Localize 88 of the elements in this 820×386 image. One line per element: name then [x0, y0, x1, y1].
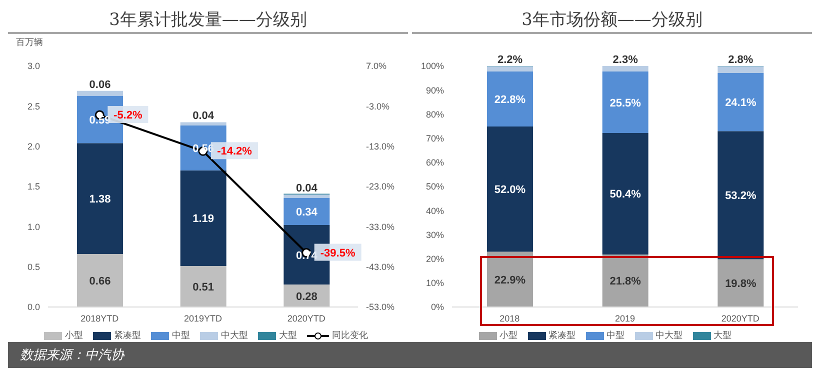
bar [77, 90, 123, 96]
bar [487, 72, 533, 126]
bar [284, 198, 330, 226]
bar [718, 131, 764, 260]
y2-tick-label: -53.0% [366, 302, 395, 312]
x-tick-label: 2019YTD [184, 313, 223, 324]
y-tick-label: 0.0 [27, 302, 40, 312]
data-label: 0.51 [192, 282, 214, 294]
data-label: 25.5% [610, 97, 642, 110]
y-tick-label: 1.0 [27, 222, 40, 232]
source-note: 数据来源：中汽协 [20, 347, 124, 364]
data-label: 0.04 [296, 182, 318, 195]
data-label: 0.04 [192, 110, 215, 122]
y2-tick-label: -33.0% [366, 222, 395, 232]
legend-label: 紧凑型 [548, 329, 576, 342]
legend-label: 中大型 [656, 329, 682, 342]
data-label: 0.06 [89, 78, 111, 91]
y-tick-label: 40% [426, 206, 444, 216]
bar [180, 170, 226, 266]
legend-label: 同比变化 [332, 329, 368, 342]
chart-title: 3年市场份额——分级别 [412, 8, 812, 34]
legend-label: 中型 [606, 329, 624, 342]
y2-tick-label: -23.0% [366, 182, 395, 192]
y-tick-label: 70% [426, 133, 444, 144]
bar [77, 143, 123, 254]
data-label: 22.9% [494, 274, 526, 286]
y-axis-title: 百万辆 [15, 36, 44, 49]
data-label: 22.8% [494, 94, 526, 106]
bar [602, 66, 648, 72]
bar [180, 122, 226, 126]
data-label: 24.1% [725, 97, 756, 110]
y-tick-label: 30% [426, 230, 444, 240]
x-tick-label: 2020YTD [721, 313, 760, 324]
data-label: 1.38 [89, 194, 111, 206]
y-tick-label: 0% [430, 302, 444, 312]
data-label: 1.19 [192, 213, 214, 226]
y2-tick-label: 7.0% [366, 61, 387, 72]
y2-tick-label: -3.0% [366, 101, 390, 112]
y-tick-label: 3.0 [27, 61, 40, 72]
bar [180, 266, 226, 307]
data-label: -14.2% [217, 146, 252, 158]
data-label: 53.2% [725, 190, 756, 202]
y-tick-label: 80% [426, 109, 444, 120]
y-tick-label: 2.5 [27, 101, 40, 112]
legend-label: 紧凑型 [114, 329, 141, 342]
y-tick-label: 60% [426, 158, 444, 168]
legend-label: 中型 [172, 329, 190, 342]
data-label: 19.8% [725, 278, 756, 290]
data-label: -39.5% [320, 247, 356, 260]
bar [718, 72, 764, 132]
y-tick-label: 0.5 [27, 262, 40, 272]
data-label: 2.3% [612, 54, 638, 66]
bar [487, 126, 533, 252]
data-label: 0.34 [296, 206, 318, 218]
data-label: 52.0% [494, 184, 526, 196]
y-tick-label: 10% [426, 278, 444, 288]
y-tick-label: 1.5 [27, 182, 40, 192]
legend-label: 小型 [65, 329, 83, 342]
y-tick-label: 90% [426, 85, 444, 96]
x-tick-label: 2018YTD [80, 313, 120, 324]
legend-label: 中大型 [221, 329, 248, 342]
legend-label: 大型 [714, 329, 732, 342]
legend-label: 小型 [500, 329, 518, 342]
data-label: 0.28 [296, 290, 318, 303]
y-tick-label: 50% [426, 182, 444, 192]
x-tick-label: 2019 [614, 313, 636, 324]
bar [284, 194, 330, 198]
data-label: 2.8% [728, 54, 754, 66]
bar [718, 259, 764, 307]
y2-tick-label: -13.0% [366, 142, 395, 152]
x-tick-label: 2018 [500, 313, 520, 324]
chart-title: 3年累计批发量——分级别 [8, 8, 408, 34]
y2-tick-label: -43.0% [366, 262, 395, 272]
data-label: 21.8% [610, 276, 642, 288]
bar [602, 133, 648, 254]
bar [602, 72, 648, 133]
bar [487, 66, 533, 72]
x-tick-label: 2020YTD [287, 313, 326, 324]
data-label: 0.66 [89, 275, 111, 288]
y-tick-label: 100% [420, 61, 444, 72]
bar [718, 66, 764, 73]
legend-label: 大型 [279, 329, 297, 342]
y-tick-label: 2.0 [27, 142, 40, 152]
bar [77, 254, 123, 307]
data-label: -5.2% [114, 110, 142, 122]
y-tick-label: 20% [426, 254, 444, 264]
data-label: 2.2% [497, 54, 523, 66]
data-label: 50.4% [610, 188, 642, 201]
